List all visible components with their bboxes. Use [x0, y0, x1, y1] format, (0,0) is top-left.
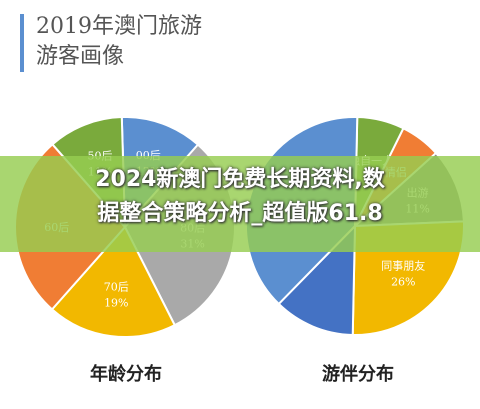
title-line-1: 2019年澳门旅游 [36, 14, 202, 39]
age-slice-percent: 19% [104, 297, 128, 310]
title-accent-bar [20, 14, 24, 72]
overlay-banner [0, 156, 480, 252]
companion-slice-percent: 26% [391, 275, 415, 288]
companion-pie-slice [277, 223, 357, 336]
title-line-2: 游客画像 [36, 44, 125, 69]
age-slice-label: 70后 [104, 281, 129, 294]
age-pie-slice [50, 225, 177, 338]
overlay-banner-text: 2024新澳门免费长期资料,数 据整合策略分析_超值版61.8 [0, 163, 480, 231]
page-title: 2019年澳门旅游 游客画像 [36, 12, 202, 72]
companion-chart-caption: 游伴分布 [322, 364, 394, 385]
companion-slice-label: 同事朋友 [381, 258, 425, 272]
banner-line-2: 据整合策略分析_超值版61.8 [97, 201, 383, 226]
age-chart-caption: 年龄分布 [90, 364, 162, 385]
banner-line-1: 2024新澳门免费长期资料,数 [95, 167, 385, 192]
